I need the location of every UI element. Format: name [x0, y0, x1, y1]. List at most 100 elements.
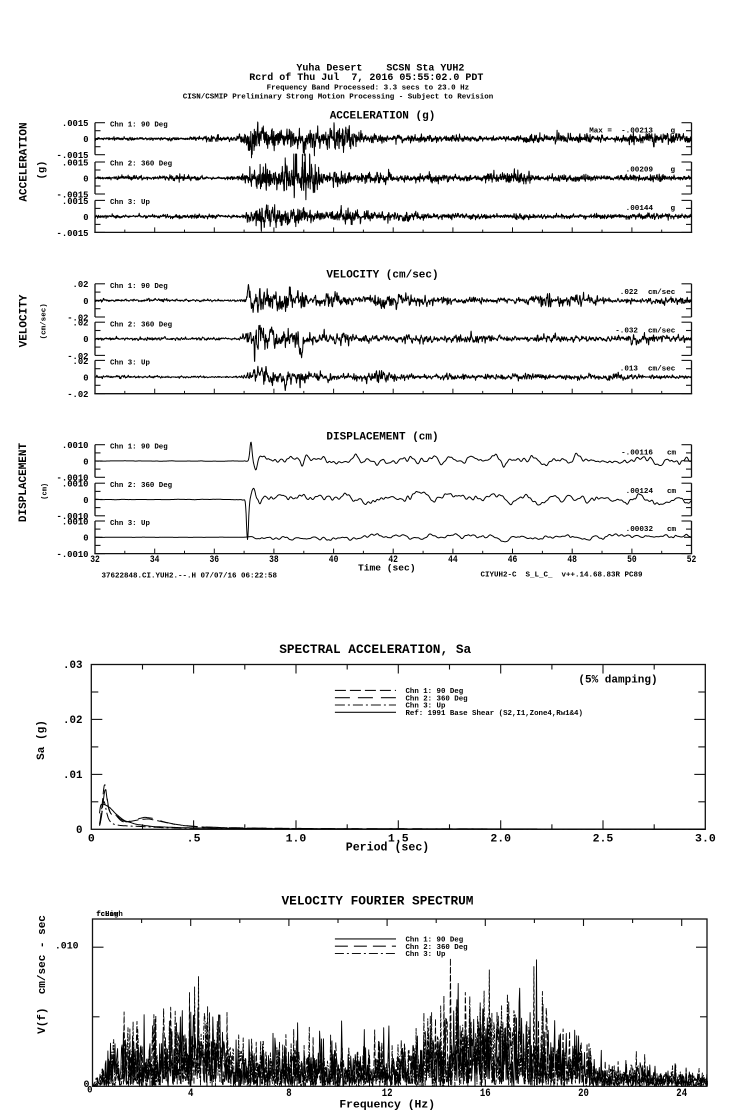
svg-text:0: 0: [83, 334, 89, 345]
svg-text:.0010: .0010: [62, 440, 89, 451]
svg-text:44: 44: [448, 555, 458, 566]
svg-text:.03: .03: [63, 660, 83, 672]
svg-text:Chn 3: Up: Chn 3: Up: [406, 703, 446, 711]
svg-text:cm: cm: [667, 488, 677, 496]
svg-text:SPECTRAL ACCELERATION, Sa: SPECTRAL ACCELERATION, Sa: [279, 642, 471, 657]
svg-text:.02: .02: [63, 715, 83, 727]
svg-text:Time (sec): Time (sec): [358, 562, 416, 573]
svg-text:0: 0: [76, 825, 83, 837]
svg-text:Rcrd of Thu Jul 7, 2016 05:55: Rcrd of Thu Jul 7, 2016 05:55:02.0 PDT: [249, 72, 483, 84]
svg-text:.02: .02: [73, 356, 89, 367]
svg-text:cm/sec: cm/sec: [648, 289, 676, 297]
svg-text:.010: .010: [55, 940, 79, 952]
svg-text:38: 38: [269, 555, 279, 566]
svg-text:.022: .022: [620, 289, 639, 297]
svg-text:(cm/sec): (cm/sec): [41, 303, 49, 339]
svg-text:Yuha Desert SCSN Sta YUH2: Yuha Desert SCSN Sta YUH2: [296, 62, 464, 74]
svg-text:Chn 3: Up: Chn 3: Up: [110, 199, 150, 207]
svg-text:40: 40: [329, 555, 339, 566]
svg-text:.02: .02: [73, 279, 89, 290]
svg-text:12: 12: [382, 1088, 393, 1100]
svg-text:.0010: .0010: [62, 479, 89, 490]
svg-text:46: 46: [508, 555, 518, 566]
svg-text:(g): (g): [37, 161, 49, 180]
svg-text:.00144: .00144: [626, 205, 654, 213]
svg-text:ACCELERATION (g): ACCELERATION (g): [330, 110, 436, 122]
svg-text:.0015: .0015: [62, 157, 89, 168]
svg-text:0: 0: [83, 212, 89, 223]
svg-text:Frequency (Hz): Frequency (Hz): [339, 1099, 435, 1111]
svg-text:VELOCITY FOURIER SPECTRUM: VELOCITY FOURIER SPECTRUM: [282, 894, 474, 909]
svg-text:Chn 2: 360 Deg: Chn 2: 360 Deg: [110, 161, 173, 169]
svg-text:.5: .5: [187, 833, 201, 845]
svg-text:-.00116: -.00116: [621, 450, 653, 458]
svg-text:-.02: -.02: [67, 351, 89, 362]
svg-text:Chn 1: 90 Deg: Chn 1: 90 Deg: [406, 937, 464, 945]
svg-text:Chn 2: 360 Deg: Chn 2: 360 Deg: [406, 695, 469, 703]
svg-text:52: 52: [687, 555, 697, 566]
svg-text:.0015: .0015: [62, 196, 89, 207]
svg-text:cm/sec: cm/sec: [648, 328, 676, 336]
svg-text:.01: .01: [63, 770, 83, 782]
svg-text:20: 20: [578, 1088, 589, 1100]
svg-text:-.0015: -.0015: [57, 150, 89, 161]
svg-text:V(f) cm/sec - sec: V(f) cm/sec - sec: [37, 915, 49, 1034]
svg-text:Chn 3: Up: Chn 3: Up: [110, 360, 150, 368]
svg-text:2.0: 2.0: [490, 833, 511, 845]
svg-text:Chn 2: 360 Deg: Chn 2: 360 Deg: [110, 322, 173, 330]
svg-text:(5% damping): (5% damping): [578, 674, 657, 686]
svg-text:0: 0: [84, 1079, 90, 1091]
svg-text:.00209: .00209: [626, 167, 654, 175]
svg-text:32: 32: [90, 555, 100, 566]
svg-text:Period (sec): Period (sec): [346, 841, 430, 854]
svg-text:CIYUH2-C S_L_C_ v++.14.68.83: CIYUH2-C S_L_C_ v++.14.68.83R PC89: [481, 571, 644, 579]
svg-text:.00032: .00032: [626, 526, 654, 534]
svg-text:0: 0: [88, 833, 95, 845]
svg-text:Chn 2: 360 Deg: Chn 2: 360 Deg: [406, 944, 469, 952]
svg-text:.00124: .00124: [626, 488, 654, 496]
svg-text:Chn 3: Up: Chn 3: Up: [110, 520, 150, 528]
svg-text:DISPLACEMENT: DISPLACEMENT: [18, 442, 30, 522]
svg-text:.02: .02: [73, 318, 89, 329]
svg-text:cm/sec: cm/sec: [648, 366, 676, 374]
svg-text:42: 42: [388, 555, 398, 566]
svg-text:-.0010: -.0010: [57, 511, 89, 522]
svg-text:Chn 1: 90 Deg: Chn 1: 90 Deg: [110, 444, 168, 452]
svg-text:36: 36: [210, 555, 220, 566]
svg-text:-.0015: -.0015: [57, 228, 89, 239]
svg-text:1.0: 1.0: [286, 833, 307, 845]
svg-text:3.0: 3.0: [695, 833, 716, 845]
svg-text:0: 0: [83, 495, 89, 506]
svg-text:Frequency Band Processed: 3.3: Frequency Band Processed: 3.3 secs to 23…: [267, 84, 470, 92]
svg-text:-.032: -.032: [615, 328, 638, 336]
svg-text:-.0010: -.0010: [57, 549, 89, 560]
svg-text:Chn 2: 360 Deg: Chn 2: 360 Deg: [110, 482, 173, 490]
svg-text:0: 0: [83, 456, 89, 467]
svg-text:fcHigh: fcHigh: [96, 911, 123, 919]
svg-text:50: 50: [627, 555, 637, 566]
svg-text:8: 8: [286, 1088, 292, 1100]
svg-text:(cm): (cm): [42, 483, 50, 500]
svg-text:Ref: 1991 Base Shear (S2,I1,Zo: Ref: 1991 Base Shear (S2,I1,Zone4,Rw1&4): [406, 710, 583, 718]
svg-text:1.5: 1.5: [388, 833, 409, 845]
svg-text:37622848.CI.YUH2.--.H 07/07/16: 37622848.CI.YUH2.--.H 07/07/16 06:22:58: [102, 572, 278, 580]
svg-text:0: 0: [83, 134, 89, 145]
svg-text:16: 16: [480, 1088, 491, 1100]
svg-text:DISPLACEMENT (cm): DISPLACEMENT (cm): [326, 431, 438, 443]
svg-text:34: 34: [150, 555, 160, 566]
svg-text:.013: .013: [620, 366, 639, 374]
svg-text:VELOCITY: VELOCITY: [19, 294, 31, 347]
svg-text:.0015: .0015: [62, 118, 89, 129]
svg-text:4: 4: [188, 1088, 194, 1100]
svg-text:ACCELERATION: ACCELERATION: [19, 122, 31, 201]
svg-text:24: 24: [676, 1088, 687, 1100]
svg-text:0: 0: [83, 296, 89, 307]
svg-text:0: 0: [87, 1086, 92, 1097]
svg-text:-.0010: -.0010: [57, 473, 89, 484]
svg-text:Max = -.00213: Max = -.00213: [589, 127, 653, 135]
svg-text:2.5: 2.5: [593, 833, 614, 845]
svg-text:VELOCITY (cm/sec): VELOCITY (cm/sec): [326, 270, 438, 282]
svg-text:0: 0: [83, 173, 89, 184]
svg-text:cm: cm: [667, 450, 677, 458]
svg-text:-.02: -.02: [67, 312, 89, 323]
